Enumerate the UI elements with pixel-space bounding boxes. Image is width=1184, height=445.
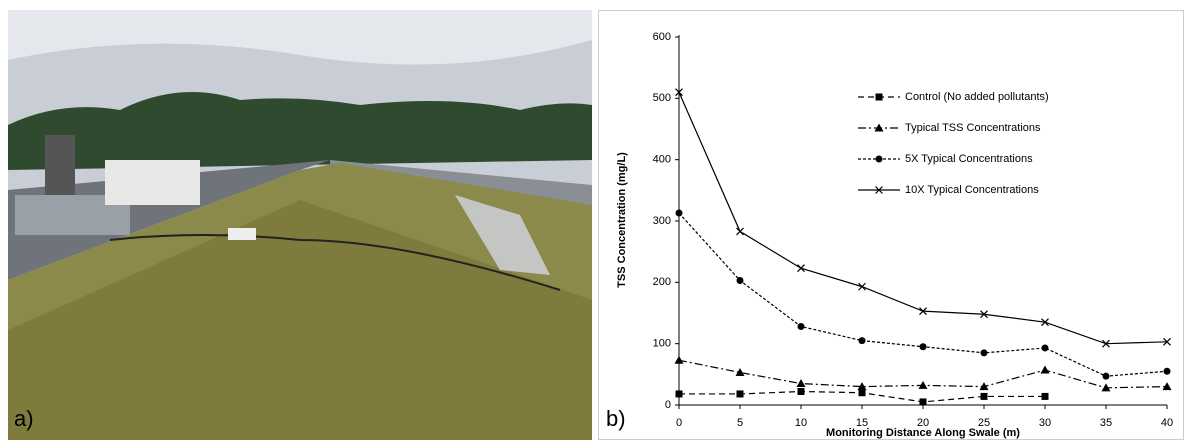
y-tick-label: 300 bbox=[653, 215, 671, 227]
marker bbox=[1102, 339, 1110, 348]
x-tick-label: 30 bbox=[1039, 417, 1051, 429]
marker bbox=[797, 388, 805, 396]
box bbox=[228, 228, 256, 240]
marker bbox=[919, 398, 927, 406]
x-axis-title: Monitoring Distance Along Swale (m) bbox=[826, 427, 1020, 439]
legend-label: Control (No added pollutants) bbox=[905, 91, 1049, 103]
marker bbox=[875, 93, 883, 101]
marker bbox=[979, 382, 989, 391]
marker bbox=[875, 186, 883, 194]
marker bbox=[736, 276, 744, 284]
y-tick-label: 500 bbox=[653, 92, 671, 104]
x-tick-label: 40 bbox=[1161, 417, 1173, 429]
x-tick-label: 15 bbox=[856, 417, 868, 429]
chart-panel bbox=[598, 10, 1184, 440]
marker bbox=[1162, 382, 1172, 391]
road-left bbox=[8, 160, 330, 280]
marker bbox=[980, 310, 988, 319]
x-tick-label: 10 bbox=[795, 417, 807, 429]
x-tick-label: 0 bbox=[676, 417, 682, 429]
marker bbox=[980, 392, 988, 400]
marker bbox=[919, 307, 927, 316]
marker bbox=[874, 123, 884, 132]
marker bbox=[675, 390, 683, 398]
marker bbox=[1040, 365, 1050, 374]
y-tick-label: 200 bbox=[653, 276, 671, 288]
x-tick-label: 20 bbox=[917, 417, 929, 429]
marker bbox=[736, 227, 744, 236]
marker bbox=[857, 382, 867, 391]
marker bbox=[919, 343, 927, 351]
panel-label: a) bbox=[14, 406, 34, 431]
marker bbox=[1041, 318, 1049, 327]
y-tick-label: 400 bbox=[653, 154, 671, 166]
y-tick-label: 600 bbox=[653, 31, 671, 43]
photo bbox=[8, 10, 592, 440]
road bbox=[330, 160, 592, 205]
marker bbox=[858, 389, 866, 397]
marker bbox=[875, 155, 883, 163]
tree-line bbox=[8, 92, 592, 170]
channel bbox=[455, 195, 550, 275]
hose bbox=[109, 234, 561, 291]
y-tick-label: 100 bbox=[653, 338, 671, 350]
marker bbox=[675, 88, 683, 97]
marker bbox=[1102, 372, 1110, 380]
x-tick-label: 35 bbox=[1100, 417, 1112, 429]
marker bbox=[858, 337, 866, 345]
cloud bbox=[8, 10, 592, 65]
marker bbox=[796, 379, 806, 388]
marker bbox=[797, 322, 805, 330]
marker bbox=[1041, 344, 1049, 352]
marker bbox=[736, 390, 744, 398]
y-axis-title: TSS Concentration (mg/L) bbox=[616, 152, 628, 288]
marker bbox=[980, 349, 988, 357]
marker bbox=[918, 380, 928, 389]
legend-label: Typical TSS Concentrations bbox=[905, 122, 1041, 134]
marker bbox=[735, 367, 745, 376]
legend-label: 10X Typical Concentrations bbox=[905, 184, 1039, 196]
x-tick-label: 25 bbox=[978, 417, 990, 429]
y-tick-label: 0 bbox=[665, 399, 671, 411]
marker bbox=[675, 209, 683, 217]
marker bbox=[858, 282, 866, 291]
marker bbox=[674, 355, 684, 364]
marker bbox=[1163, 337, 1171, 346]
x-tick-label: 5 bbox=[737, 417, 743, 429]
marker bbox=[1101, 383, 1111, 392]
truck bbox=[105, 160, 200, 205]
panel-label: b) bbox=[606, 406, 626, 431]
marker bbox=[797, 264, 805, 273]
marker bbox=[1163, 367, 1171, 375]
legend-label: 5X Typical Concentrations bbox=[905, 153, 1033, 165]
marker bbox=[1041, 392, 1049, 400]
